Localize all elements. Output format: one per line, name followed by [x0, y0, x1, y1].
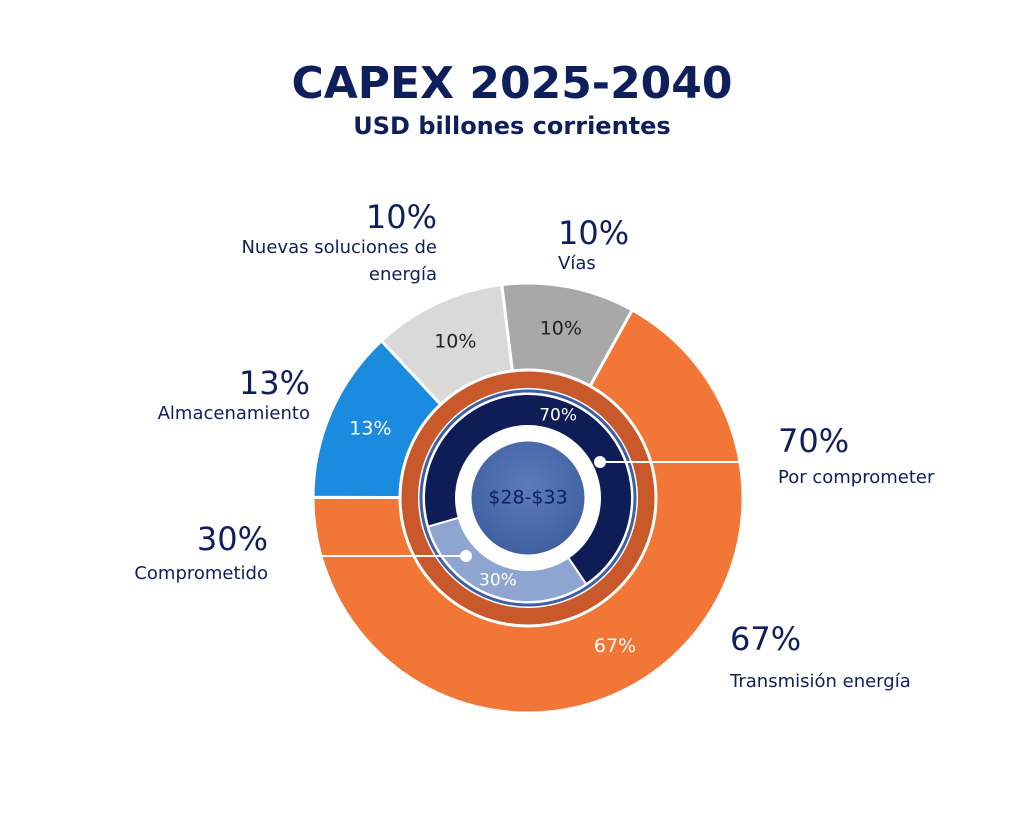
outer-value-label: 67%: [730, 620, 802, 658]
outer-value-label: 10%: [558, 214, 630, 252]
center: [468, 438, 588, 558]
outer-value-label: 70%: [778, 422, 850, 460]
slice-label: 13%: [349, 418, 391, 440]
slice-label: 10%: [540, 318, 582, 340]
slice-label: 67%: [594, 635, 636, 657]
category-label: Por comprometer: [778, 467, 935, 488]
category-label: Transmisión energía: [730, 671, 911, 692]
slice-label: 70%: [539, 405, 577, 425]
category-label: Vías: [558, 253, 596, 274]
chart-title: CAPEX 2025-2040: [291, 58, 733, 109]
donut-slice: [311, 307, 745, 715]
chart-subtitle: USD billones corrientes: [353, 112, 671, 140]
rings: 67% 13% 10% 10% 70% 30% $28-$33: [311, 281, 745, 715]
outer-value-label: 10%: [365, 198, 437, 236]
ring-outline: [419, 389, 637, 607]
donut-slice: [423, 393, 633, 586]
category-label: Comprometido: [134, 563, 268, 584]
outer-value-label: 30%: [196, 520, 268, 558]
donut-slice: [426, 516, 588, 603]
category-label: Almacenamiento: [157, 403, 310, 424]
center-label: $28-$33: [488, 487, 567, 509]
donut-slice: [500, 281, 635, 389]
slice-label: 30%: [479, 571, 517, 591]
connector-dot: [460, 550, 472, 562]
category-label: Nuevas soluciones de energía: [241, 237, 437, 285]
slice-label: 10%: [434, 331, 476, 353]
connector-dot: [594, 456, 606, 468]
outer-value-label: 13%: [238, 364, 310, 402]
